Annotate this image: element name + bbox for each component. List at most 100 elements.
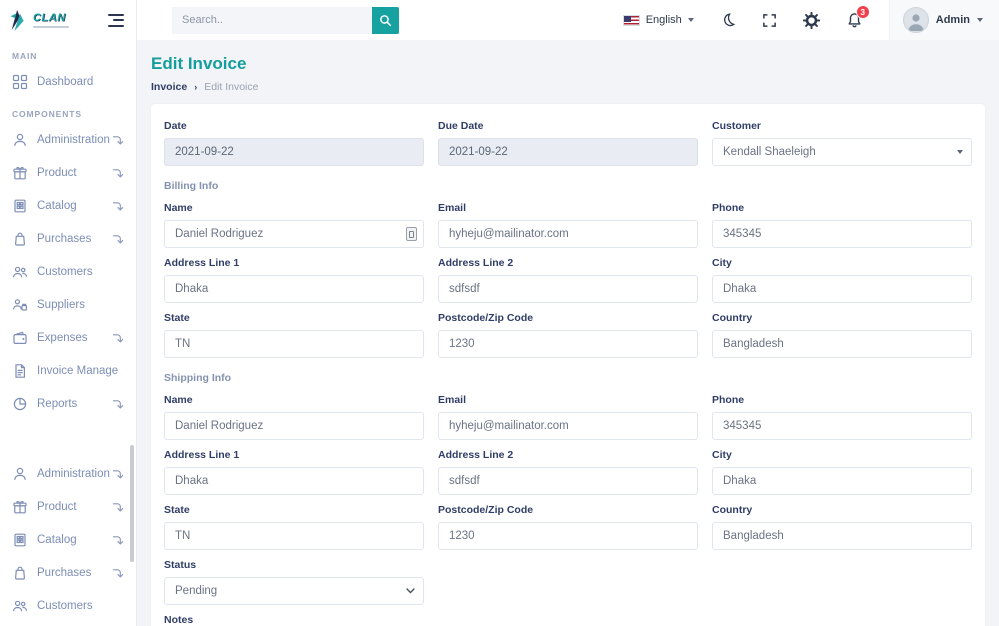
user-menu[interactable]: Admin [888,0,999,40]
billing-country-label: Country [712,312,753,324]
shipping-postcode-label: Postcode/Zip Code [438,504,534,516]
shipping-country-input[interactable] [712,522,972,550]
app-logo[interactable]: CLAN [8,8,69,32]
field-shipping-email: Email [438,394,698,440]
fullscreen-icon [762,13,776,27]
submenu-arrow-icon [112,135,124,145]
administration-icon [14,133,26,146]
sidebar-item-reports[interactable]: Reports [0,387,136,420]
search-button[interactable] [372,6,399,34]
avatar [902,7,929,33]
submenu-arrow-icon [112,568,124,578]
shipping-city-input[interactable] [712,467,972,495]
sidebar-item-administration[interactable]: Administration [0,457,136,490]
edit-invoice-card: Date Due Date Customer Kendall Shaeleigh… [151,104,985,626]
sidebar-item-label: Purchases [37,566,92,579]
sidebar-section-main: Main [12,51,38,61]
shipping-state-label: State [164,504,190,516]
search-icon [380,14,392,26]
sidebar-item-invoice-manage[interactable]: Invoice Manage [0,354,136,387]
shipping-address2-label: Address Line 2 [438,449,514,461]
sidebar-item-label: Customers [37,265,93,278]
sidebar-item-label: Suppliers [37,298,85,311]
breadcrumb: Invoice › Edit Invoice [151,81,985,93]
settings-button[interactable] [802,11,820,29]
field-shipping-phone: Phone [712,394,972,440]
billing-state-input[interactable] [164,330,424,358]
billing-country-input[interactable] [712,330,972,358]
shipping-address1-input[interactable] [164,467,424,495]
dark-mode-toggle[interactable] [720,12,736,28]
sidebar-item-label: Administration [37,133,110,146]
billing-name-input[interactable] [164,220,424,248]
sidebar-item-product[interactable]: Product [0,490,136,523]
autofill-extension-icon[interactable] [406,227,417,241]
sidebar-item-label: Reports [37,397,78,410]
shipping-phone-input[interactable] [712,412,972,440]
sidebar-item-dashboard[interactable]: Dashboard [0,65,136,98]
field-billing-country: Country [712,312,972,358]
status-select[interactable]: Pending [164,577,424,605]
menu-toggle-icon[interactable] [108,13,124,27]
sidebar-item-administration[interactable]: Administration [0,123,136,156]
due-date-input[interactable] [438,138,698,166]
submenu-arrow-icon [112,333,124,343]
reports-icon [13,397,27,410]
submenu-arrow-icon [112,399,124,409]
chevron-down-icon [687,18,694,22]
sidebar-header: CLAN [0,0,136,40]
moon-icon [723,13,736,27]
notifications-button[interactable]: 3 [846,4,870,29]
field-billing-address2: Address Line 2 [438,257,698,303]
shipping-address1-label: Address Line 1 [164,449,240,461]
sidebar-item-product[interactable]: Product [0,156,136,189]
field-billing-email: Email [438,202,698,248]
language-selector[interactable]: English [622,14,694,26]
shipping-name-label: Name [164,394,193,406]
purchases-icon [15,566,25,580]
submenu-arrow-icon [112,469,124,479]
sidebar-item-label: Product [37,166,77,179]
billing-postcode-label: Postcode/Zip Code [438,312,534,324]
submenu-arrow-icon [112,535,124,545]
breadcrumb-separator: › [194,82,198,92]
invoice-icon [15,363,25,378]
billing-city-input[interactable] [712,275,972,303]
product-icon [13,166,27,179]
shipping-postcode-input[interactable] [438,522,698,550]
sidebar-item-customers[interactable]: Customers [0,589,136,622]
sidebar-item-catalog[interactable]: Catalog [0,189,136,222]
sidebar-item-catalog[interactable]: Catalog [0,523,136,556]
sidebar-scrollbar[interactable] [130,445,134,562]
shipping-state-input[interactable] [164,522,424,550]
sidebar-item-purchases[interactable]: Purchases [0,556,136,589]
sidebar-item-label: Expenses [37,331,88,344]
user-icon [908,14,924,31]
billing-postcode-input[interactable] [438,330,698,358]
field-billing-state: State [164,312,424,358]
date-input[interactable] [164,138,424,166]
shipping-name-input[interactable] [164,412,424,440]
sidebar-item-expenses[interactable]: Expenses [0,321,136,354]
fullscreen-toggle[interactable] [762,13,777,28]
shipping-address2-input[interactable] [438,467,698,495]
field-billing-phone: Phone [712,202,972,248]
shipping-email-input[interactable] [438,412,698,440]
breadcrumb-current: Edit Invoice [204,81,259,93]
billing-email-input[interactable] [438,220,698,248]
billing-address1-input[interactable] [164,275,424,303]
sidebar-item-suppliers[interactable]: Suppliers [0,288,136,321]
sidebar-item-customers[interactable]: Customers [0,255,136,288]
expenses-icon [13,331,27,344]
breadcrumb-invoice-link[interactable]: Invoice [151,81,188,93]
search-input[interactable] [172,6,372,34]
sidebar-item-purchases[interactable]: Purchases [0,222,136,255]
billing-address2-input[interactable] [438,275,698,303]
billing-phone-input[interactable] [712,220,972,248]
billing-address1-label: Address Line 1 [164,257,240,269]
submenu-arrow-icon [112,502,124,512]
customer-select[interactable]: Kendall Shaeleigh [712,138,972,166]
field-shipping-country: Country [712,504,972,550]
sidebar-section-components: Components [12,109,82,119]
customers-icon [13,266,27,277]
